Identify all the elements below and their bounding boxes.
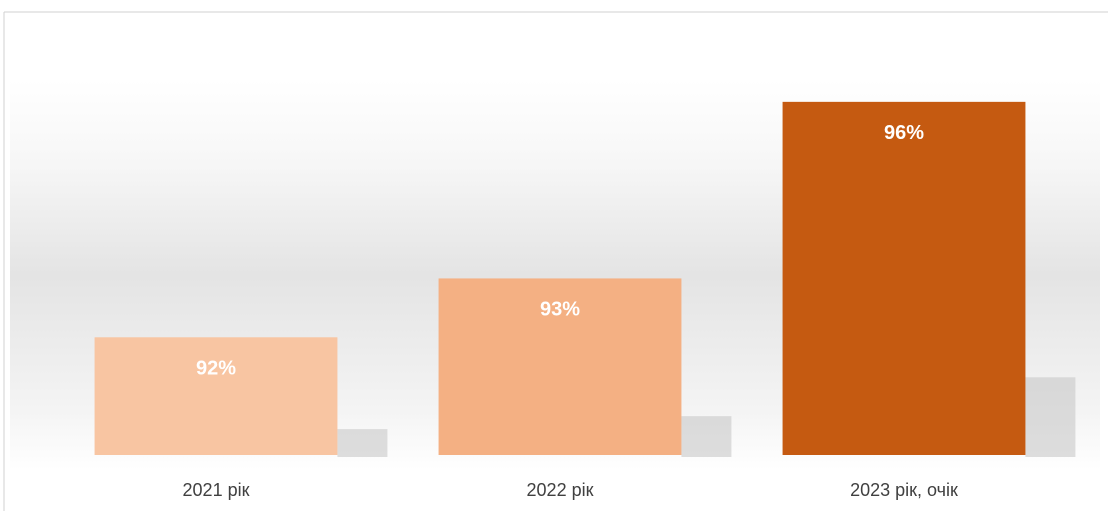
bar-shadow xyxy=(1025,377,1076,457)
x-tick-label: 2022 рік xyxy=(527,480,594,500)
bar xyxy=(94,337,338,455)
value-label: 96% xyxy=(884,122,924,144)
bar-shadow xyxy=(681,416,732,457)
bar xyxy=(782,101,1026,455)
x-tick-label: 2023 рік, очік xyxy=(850,480,958,500)
bar xyxy=(438,278,682,455)
bar-shadow xyxy=(337,429,388,457)
value-label: 92% xyxy=(196,358,236,380)
x-tick-label: 2021 рік xyxy=(183,480,250,500)
plot: 92% 2021 рік 93% 2022 рік 96% 2023 рік, очік xyxy=(94,101,1076,500)
value-label: 93% xyxy=(540,299,580,321)
